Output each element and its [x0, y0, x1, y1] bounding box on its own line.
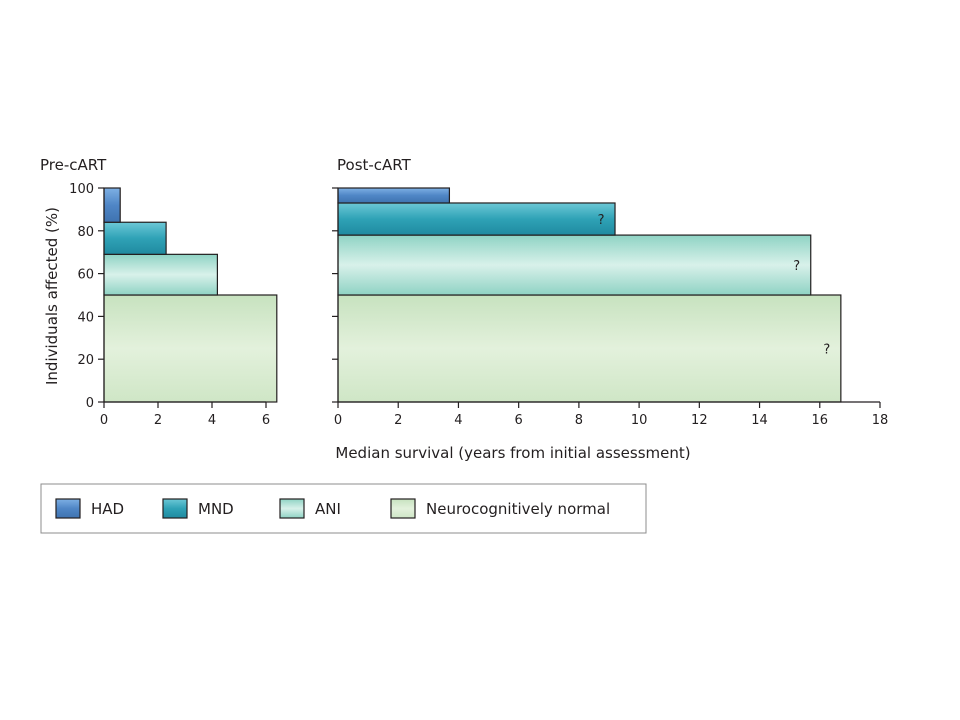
legend-swatch-mnd	[162, 498, 188, 519]
pre-y-tick-label: 100	[69, 182, 94, 197]
post-x-tick-label: 10	[631, 413, 648, 428]
pre-y-tick-label: 0	[86, 396, 94, 411]
post-x-tick-label: 18	[872, 413, 889, 428]
post-bar-mnd	[337, 202, 616, 236]
pre-cart-title: Pre-cART	[40, 156, 107, 174]
post-cart-x-axis: 0 2 4 6 8 10 12 14 16 18	[334, 401, 889, 428]
legend-label-mnd: MND	[198, 500, 234, 518]
pre-bar-had	[103, 187, 121, 223]
post-bar-annotation-mnd: ?	[598, 213, 605, 228]
pre-bar-normal	[103, 294, 278, 403]
post-x-tick-label: 0	[334, 413, 342, 428]
pre-x-tick-label: 0	[100, 413, 108, 428]
post-x-tick-label: 6	[515, 413, 523, 428]
legend-item-mnd: MND	[162, 498, 234, 519]
pre-y-tick-label: 40	[77, 310, 94, 325]
post-x-tick-label: 2	[394, 413, 402, 428]
legend-swatch-had	[55, 498, 81, 519]
pre-y-tick-label: 20	[77, 353, 94, 368]
post-x-tick-label: 16	[812, 413, 829, 428]
pre-y-tick-label: 60	[77, 268, 94, 283]
pre-cart-x-axis: 0 2 4 6	[100, 401, 270, 428]
legend-swatch-ani	[279, 498, 305, 519]
y-axis-title: Individuals affected (%)	[43, 207, 61, 385]
pre-bar-mnd	[103, 221, 167, 255]
pre-cart-y-axis: 0 20 40 60 80 100	[69, 182, 105, 411]
pre-x-tick-label: 4	[208, 413, 216, 428]
legend-label-had: HAD	[91, 500, 124, 518]
x-axis-title: Median survival (years from initial asse…	[335, 444, 690, 462]
legend: HAD MND ANI Neurocognitively normal	[40, 483, 647, 534]
pre-bar-ani	[103, 253, 219, 296]
post-x-tick-label: 14	[751, 413, 768, 428]
post-bar-normal	[337, 294, 842, 403]
pre-cart-panel: Pre-cART Individuals affected (%) 020406…	[40, 156, 278, 428]
pre-x-tick-label: 6	[262, 413, 270, 428]
post-bar-ani	[337, 234, 812, 296]
post-bar-annotation-normal: ?	[823, 343, 830, 358]
pre-y-tick-label: 80	[77, 225, 94, 240]
post-cart-title: Post-cART	[337, 156, 412, 174]
legend-swatch-normal	[390, 498, 416, 519]
legend-item-had: HAD	[55, 498, 124, 519]
pre-cart-bars	[103, 187, 278, 403]
post-x-tick-label: 8	[575, 413, 583, 428]
post-x-tick-label: 12	[691, 413, 708, 428]
post-cart-bars: ???	[337, 187, 842, 403]
pre-x-tick-label: 2	[154, 413, 162, 428]
legend-label-normal: Neurocognitively normal	[426, 500, 610, 518]
post-bar-annotation-ani: ?	[793, 259, 800, 274]
legend-item-ani: ANI	[279, 498, 341, 519]
post-cart-y-axis	[332, 187, 339, 403]
post-x-tick-label: 4	[454, 413, 462, 428]
legend-item-normal: Neurocognitively normal	[390, 498, 610, 519]
legend-label-ani: ANI	[315, 500, 341, 518]
legend-frame	[40, 483, 647, 534]
post-bar-had	[337, 187, 451, 204]
post-cart-panel: Post-cART ??? 0 2 4 6 8 10 12 14 16 18 Median sur…	[332, 156, 888, 462]
